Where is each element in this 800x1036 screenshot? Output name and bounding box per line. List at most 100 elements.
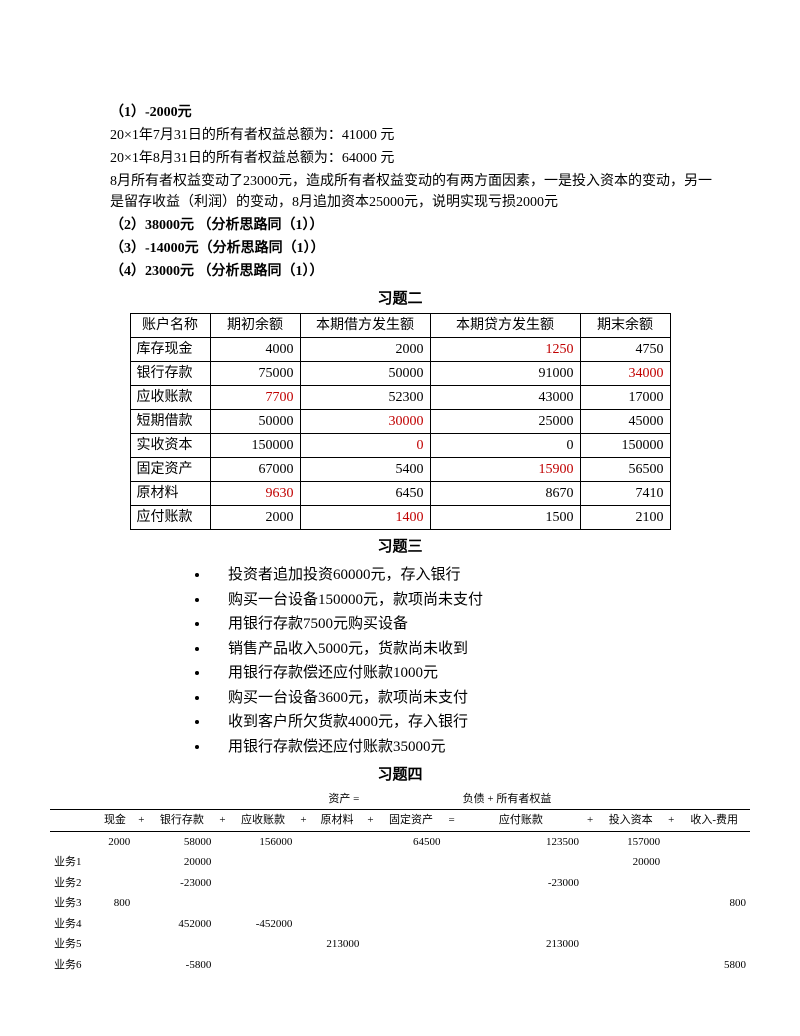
table-cell bbox=[459, 955, 583, 976]
table-cell bbox=[230, 955, 297, 976]
table-cell: 50000 bbox=[300, 361, 430, 385]
table-cell bbox=[678, 914, 750, 935]
paragraph: 8月所有者权益变动了23000元，造成所有者权益变动的有两方面因素，一是投入资本… bbox=[110, 171, 720, 213]
row-label: 业务6 bbox=[50, 955, 96, 976]
answer-4: （4）23000元 （分析思路同（1）） bbox=[110, 261, 720, 282]
table-cell bbox=[230, 852, 297, 873]
table-header: 账户名称 bbox=[130, 313, 210, 337]
table-cell bbox=[459, 914, 583, 935]
table-cell bbox=[678, 873, 750, 894]
table-row: 库存现金4000200012504750 bbox=[130, 337, 670, 361]
column-header: 应收账款 bbox=[230, 810, 297, 832]
table-cell bbox=[678, 831, 750, 852]
table-cell: -5800 bbox=[148, 955, 215, 976]
table-cell: 15900 bbox=[430, 457, 580, 481]
table-row: 固定资产6700054001590056500 bbox=[130, 457, 670, 481]
table-row: 业务4 452000 -452000 bbox=[50, 914, 750, 935]
column-header: 固定资产 bbox=[378, 810, 445, 832]
table-cell: 2000 bbox=[96, 831, 135, 852]
table-cell bbox=[678, 934, 750, 955]
table-cell: 20000 bbox=[148, 852, 215, 873]
table-cell bbox=[378, 934, 445, 955]
list-item: 购买一台设备150000元，款项尚未支付 bbox=[210, 589, 750, 612]
table-cell bbox=[378, 893, 445, 914]
table-cell: 30000 bbox=[300, 409, 430, 433]
table-cell: 1400 bbox=[300, 505, 430, 529]
table-cell: 52300 bbox=[300, 385, 430, 409]
table-cell: 45000 bbox=[580, 409, 670, 433]
table-cell bbox=[230, 873, 297, 894]
row-label: 业务4 bbox=[50, 914, 96, 935]
table-cell: -452000 bbox=[230, 914, 297, 935]
section-1: （1）-2000元 20×1年7月31日的所有者权益总额为：41000 元 20… bbox=[110, 102, 720, 282]
table-row: 业务12000020000 bbox=[50, 852, 750, 873]
paragraph: 20×1年7月31日的所有者权益总额为：41000 元 bbox=[110, 125, 720, 146]
table-cell bbox=[311, 873, 364, 894]
table-cell bbox=[378, 914, 445, 935]
table-cell: 123500 bbox=[459, 831, 583, 852]
table-cell bbox=[148, 893, 215, 914]
list-item: 购买一台设备3600元，款项尚未支付 bbox=[210, 687, 750, 710]
table-cell: 实收资本 bbox=[130, 433, 210, 457]
table-cell: 短期借款 bbox=[130, 409, 210, 433]
exercise-4-table: 资产 =负债 + 所有者权益现金+银行存款+应收账款+原材料+固定资产=应付账款… bbox=[50, 789, 750, 976]
table-cell: 应付账款 bbox=[130, 505, 210, 529]
table-cell: 1250 bbox=[430, 337, 580, 361]
table-cell: 固定资产 bbox=[130, 457, 210, 481]
table-row: 应付账款2000140015002100 bbox=[130, 505, 670, 529]
table-cell bbox=[459, 893, 583, 914]
table-cell: 452000 bbox=[148, 914, 215, 935]
table-cell: 银行存款 bbox=[130, 361, 210, 385]
list-item: 销售产品收入5000元，货款尚未收到 bbox=[210, 638, 750, 661]
table-cell: 7700 bbox=[210, 385, 300, 409]
column-header: 原材料 bbox=[311, 810, 364, 832]
table-row: 银行存款75000500009100034000 bbox=[130, 361, 670, 385]
table-cell bbox=[96, 934, 135, 955]
table-cell: -23000 bbox=[148, 873, 215, 894]
table-cell bbox=[597, 934, 664, 955]
column-header: 收入-费用 bbox=[678, 810, 750, 832]
table-cell: 1500 bbox=[430, 505, 580, 529]
table-cell bbox=[311, 852, 364, 873]
answer-2: （2）38000元 （分析思路同（1）） bbox=[110, 215, 720, 236]
table-row: 业务3800800 bbox=[50, 893, 750, 914]
table-cell: 0 bbox=[300, 433, 430, 457]
table-cell bbox=[148, 934, 215, 955]
table-cell bbox=[311, 893, 364, 914]
table-cell: 64500 bbox=[378, 831, 445, 852]
table-cell: 800 bbox=[678, 893, 750, 914]
list-item: 投资者追加投资60000元，存入银行 bbox=[210, 564, 750, 587]
answer-1: （1）-2000元 bbox=[110, 102, 720, 123]
table-cell: 5800 bbox=[678, 955, 750, 976]
table-cell: 150000 bbox=[580, 433, 670, 457]
table-cell bbox=[597, 893, 664, 914]
table-cell: 2000 bbox=[210, 505, 300, 529]
column-header: 投入资本 bbox=[597, 810, 664, 832]
table-cell bbox=[96, 852, 135, 873]
table-header: 本期借方发生额 bbox=[300, 313, 430, 337]
table-cell: 157000 bbox=[597, 831, 664, 852]
table-cell bbox=[597, 955, 664, 976]
table-cell bbox=[96, 914, 135, 935]
table-cell bbox=[378, 955, 445, 976]
table-cell: 213000 bbox=[459, 934, 583, 955]
table-cell: 库存现金 bbox=[130, 337, 210, 361]
table-row: 短期借款50000300002500045000 bbox=[130, 409, 670, 433]
table-cell bbox=[311, 955, 364, 976]
table-cell: 34000 bbox=[580, 361, 670, 385]
table-cell: 800 bbox=[96, 893, 135, 914]
column-header: 银行存款 bbox=[148, 810, 215, 832]
exercise-2-title: 习题二 bbox=[50, 288, 750, 311]
table-cell: 应收账款 bbox=[130, 385, 210, 409]
table-row: 原材料9630645086707410 bbox=[130, 481, 670, 505]
table-cell: 原材料 bbox=[130, 481, 210, 505]
table-cell: 8670 bbox=[430, 481, 580, 505]
table-cell: 150000 bbox=[210, 433, 300, 457]
table-cell bbox=[678, 852, 750, 873]
table-cell: 43000 bbox=[430, 385, 580, 409]
list-item: 用银行存款偿还应付账款1000元 bbox=[210, 662, 750, 685]
table-header: 本期贷方发生额 bbox=[430, 313, 580, 337]
table-cell bbox=[311, 831, 364, 852]
table-cell: 75000 bbox=[210, 361, 300, 385]
table-cell: 156000 bbox=[230, 831, 297, 852]
